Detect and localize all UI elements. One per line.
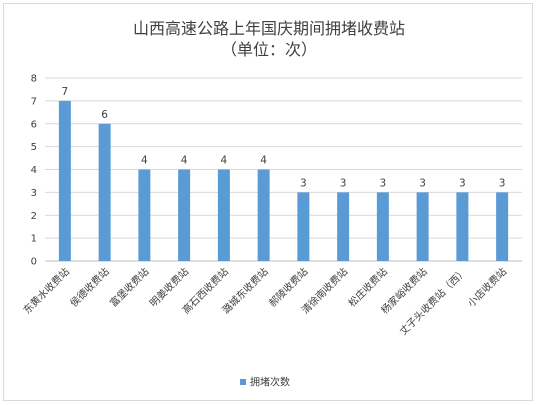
x-tick-label: 富堡收费站 [107, 265, 152, 310]
data-label: 3 [340, 177, 347, 189]
data-label: 4 [141, 155, 148, 167]
data-label: 3 [499, 177, 506, 189]
bar [416, 192, 429, 261]
x-tick-label: 丈子头收费站（西） [397, 265, 470, 338]
x-tick-label: 郝陵收费站 [266, 265, 311, 310]
bar [496, 192, 509, 261]
bar [217, 169, 230, 261]
legend: 拥堵次数 [240, 376, 290, 389]
data-label: 3 [419, 177, 426, 189]
chart-frame: 山西高速公路上年国庆期间拥堵收费站 （单位：次） 0 1 2 3 4 5 6 7 8 7 6 4 4 4… [3, 3, 533, 401]
data-label: 3 [459, 177, 466, 189]
y-tick-label: 3 [31, 188, 37, 199]
data-label: 4 [260, 155, 267, 167]
y-tick-label: 7 [31, 96, 37, 107]
x-tick-label: 小店收费站 [465, 265, 510, 310]
data-label: 3 [300, 177, 307, 189]
bar [376, 192, 389, 261]
data-label: 4 [221, 155, 228, 167]
data-label: 4 [181, 155, 188, 167]
bars [58, 100, 509, 261]
x-tick-label: 松庄收费站 [345, 265, 390, 310]
bar [297, 192, 310, 261]
y-tick-label: 6 [31, 119, 37, 130]
bar [138, 169, 151, 261]
y-tick-label: 2 [31, 211, 37, 222]
bar [178, 169, 191, 261]
x-tick-label: 东黄水收费站 [20, 265, 72, 317]
y-tick-label: 0 [31, 257, 37, 268]
chart-subtitle: （单位：次） [221, 40, 317, 59]
bar [58, 100, 71, 261]
chart-title: 山西高速公路上年国庆期间拥堵收费站 [133, 19, 405, 38]
y-tick-label: 4 [31, 165, 37, 176]
y-tick-label: 5 [31, 142, 37, 153]
bar [456, 192, 469, 261]
y-tick-label: 1 [31, 234, 37, 245]
data-label: 3 [380, 177, 387, 189]
bar [257, 169, 270, 261]
y-axis: 0 1 2 3 4 5 6 7 8 [31, 74, 37, 268]
data-label: 7 [62, 86, 69, 98]
legend-swatch [240, 379, 246, 385]
data-label: 6 [101, 109, 108, 121]
x-tick-label: 侯德收费站 [67, 265, 112, 310]
x-axis: 东黄水收费站侯德收费站富堡收费站明姜收费站高石西收费站潞城东收费站郝陵收费站清徐… [20, 265, 509, 338]
bar [98, 123, 111, 261]
x-tick-label: 明姜收费站 [147, 265, 192, 310]
y-tick-label: 8 [31, 74, 37, 85]
bar [337, 192, 350, 261]
bar-chart: 山西高速公路上年国庆期间拥堵收费站 （单位：次） 0 1 2 3 4 5 6 7 8 7 6 4 4 4… [20, 19, 522, 389]
gridlines [45, 77, 522, 262]
legend-label: 拥堵次数 [250, 376, 290, 389]
data-labels: 7 6 4 4 4 4 3 3 3 3 3 3 [62, 86, 506, 190]
